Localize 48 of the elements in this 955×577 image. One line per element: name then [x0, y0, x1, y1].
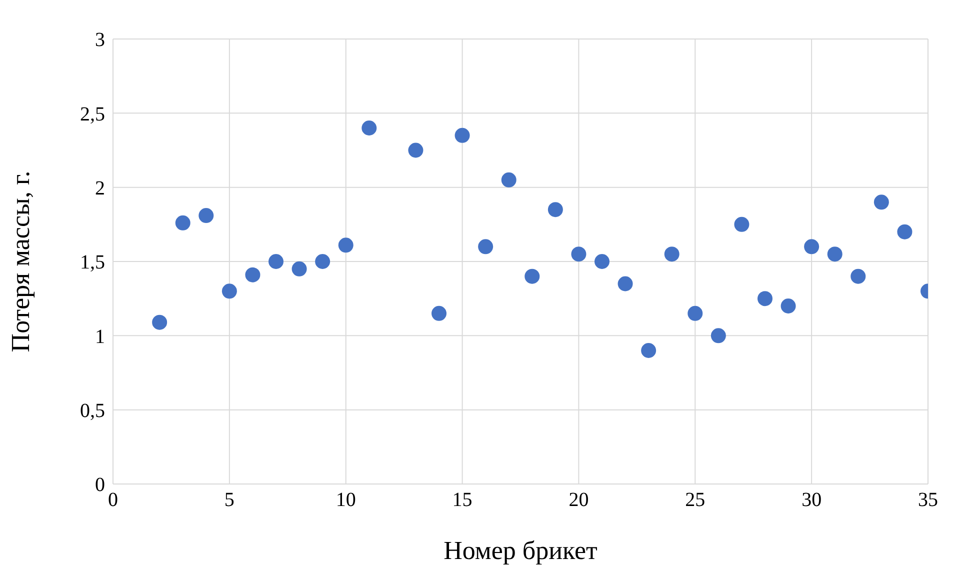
point: [524, 268, 540, 284]
x-tick-label: 20: [568, 489, 589, 512]
point: [664, 246, 680, 262]
x-tick-label: 35: [918, 489, 938, 512]
point: [850, 268, 866, 284]
point: [152, 314, 168, 330]
x-tick-label: 25: [685, 489, 706, 512]
point: [874, 194, 889, 210]
point: [897, 224, 912, 240]
point: [501, 172, 516, 188]
point: [408, 142, 424, 158]
point: [315, 254, 330, 269]
point: [827, 246, 842, 262]
point: [432, 306, 446, 321]
point: [362, 120, 377, 136]
point: [710, 328, 726, 344]
point: [804, 239, 820, 254]
point: [454, 128, 470, 143]
point: [780, 298, 796, 314]
point: [594, 254, 610, 269]
point: [222, 284, 237, 299]
y-tick-label: 3: [95, 29, 105, 52]
y-tick-label: 1: [95, 326, 105, 348]
y-tick-label: 2,5: [80, 103, 105, 126]
x-tick-label: 30: [802, 489, 822, 512]
x-tick-label: 15: [452, 489, 472, 512]
point: [198, 208, 214, 224]
point: [478, 239, 494, 254]
y-tick-label: 0,5: [80, 400, 105, 422]
point: [641, 343, 656, 358]
point: [268, 254, 284, 269]
y-tick-label: 0: [95, 474, 105, 496]
y-tick-label: 2: [95, 177, 105, 200]
point: [548, 202, 563, 218]
point: [292, 261, 307, 276]
x-tick-label: 10: [336, 489, 356, 512]
point: [734, 216, 750, 232]
point: [618, 276, 633, 292]
point: [571, 246, 586, 262]
point: [245, 267, 260, 282]
y-tick-label: 1,5: [80, 252, 105, 274]
x-tick-label: 5: [224, 489, 234, 512]
point: [175, 215, 190, 230]
point: [758, 291, 772, 306]
y-axis-title: Потеря массы, г.: [6, 170, 36, 352]
x-axis-title: Номер брикет: [444, 536, 598, 565]
point: [338, 238, 354, 253]
point: [688, 306, 703, 321]
